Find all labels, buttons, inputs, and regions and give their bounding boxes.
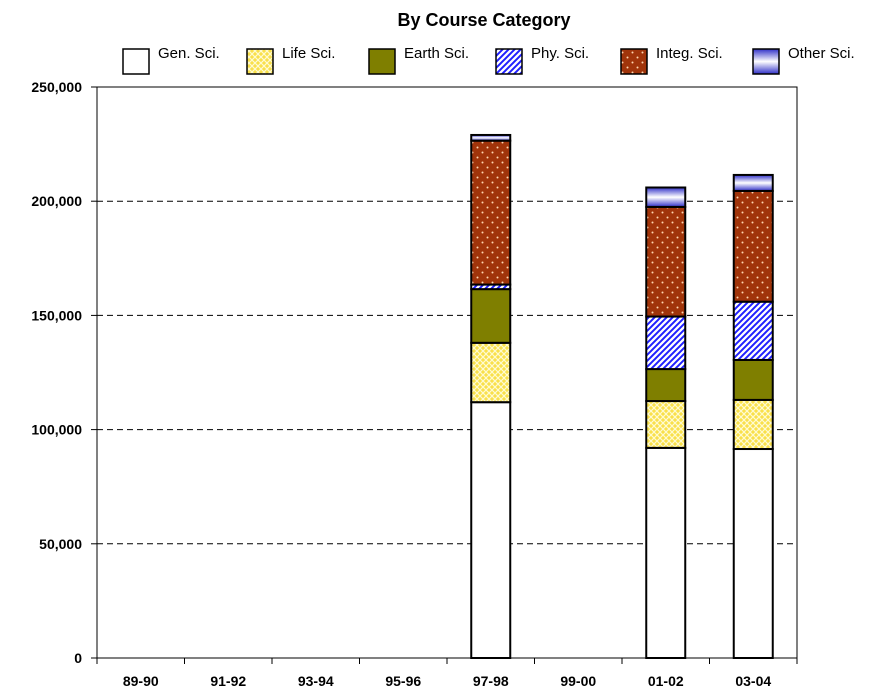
x-tick-label-0: 89-90 (123, 673, 159, 689)
legend: Gen. Sci. Life Sci. Earth Sci. Phy. Sci. Int… (122, 45, 855, 75)
x-tick-label-4: 97-98 (473, 673, 509, 689)
bar-03-04-other-sci (732, 173, 774, 192)
bar-03-04-phy-sci (732, 300, 774, 361)
y-tick-label-3: 150,000 (31, 307, 82, 323)
bar-01-02-phy-sci (645, 315, 687, 371)
bar-01-02-integ-sci (645, 205, 687, 318)
bar-97-98-integ-sci (470, 139, 512, 286)
chart-title: By Course Category (397, 10, 570, 30)
bars (470, 133, 774, 660)
plot-frame (96, 86, 798, 659)
bar-03-04-earth-sci (732, 358, 774, 401)
bar-01-02-other-sci (645, 186, 687, 208)
legend-swatch-1 (246, 48, 274, 75)
legend-label-3: Phy. Sci. (531, 45, 589, 62)
bar-03-04-gen-sci (732, 448, 774, 659)
x-tick-label-1: 91-92 (210, 673, 246, 689)
bar-03-04-life-sci (732, 398, 774, 451)
y-tick-label-2: 100,000 (31, 422, 82, 438)
bar-01-02-earth-sci (645, 368, 687, 403)
y-tick-label-4: 200,000 (31, 193, 82, 209)
legend-swatch-2 (368, 48, 396, 75)
legend-swatch-3 (495, 48, 523, 75)
legend-swatch-0 (122, 48, 150, 75)
gridlines (97, 200, 797, 545)
bar-03-04-integ-sci (732, 189, 774, 303)
legend-label-2: Earth Sci. (404, 45, 469, 62)
bar-01-02-life-sci (645, 400, 687, 449)
y-tick-label-1: 50,000 (39, 536, 82, 552)
bar-97-98-earth-sci (470, 288, 512, 344)
legend-label-0: Gen. Sci. (158, 45, 220, 62)
legend-label-4: Integ. Sci. (656, 45, 723, 62)
y-tick-label-5: 250,000 (31, 79, 82, 95)
x-tick-label-2: 93-94 (298, 673, 334, 689)
bar-97-98-life-sci (470, 341, 512, 404)
bar-01-02-gen-sci (645, 446, 687, 660)
x-tick-label-7: 03-04 (735, 673, 771, 689)
x-tick-label-3: 95-96 (385, 673, 421, 689)
legend-label-1: Life Sci. (282, 45, 335, 62)
y-tick-label-0: 0 (74, 650, 82, 666)
x-tick-label-6: 01-02 (648, 673, 684, 689)
bar-97-98-gen-sci (470, 401, 512, 659)
axes: 0 50,000 100,000 150,000 200,000 250,000 89-90… (31, 79, 798, 689)
legend-swatch-5 (752, 48, 780, 75)
x-tick-label-5: 99-00 (560, 673, 596, 689)
legend-label-5: Other Sci. (788, 45, 855, 62)
bar-97-98-other-sci (470, 133, 512, 142)
legend-swatch-4 (620, 48, 648, 75)
